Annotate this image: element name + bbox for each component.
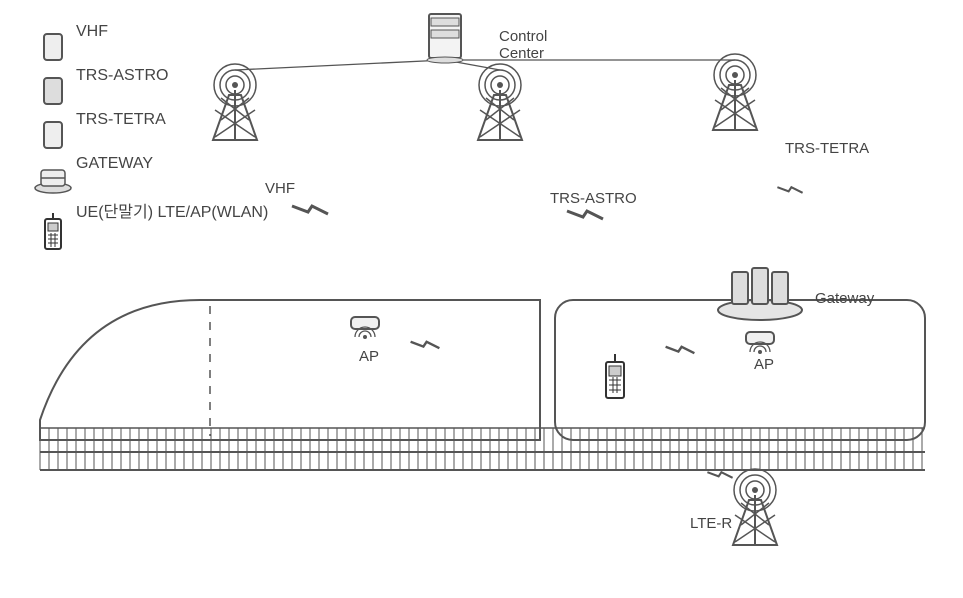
node-label: Gateway — [815, 290, 874, 307]
node-label: LTE-R — [690, 515, 732, 532]
node-label: VHF — [265, 180, 295, 197]
node-label: Control Center — [499, 28, 547, 62]
train-layer — [40, 300, 925, 440]
node-label: AP — [754, 356, 774, 373]
diagram-canvas: VHF TRS-ASTRO TRS-TETRA GATEWAY — [0, 0, 963, 598]
edges-layer — [235, 60, 735, 70]
node-label: TRS-ASTRO — [550, 190, 637, 207]
node-label: AP — [359, 348, 379, 365]
node-label: TRS-TETRA — [785, 140, 869, 157]
